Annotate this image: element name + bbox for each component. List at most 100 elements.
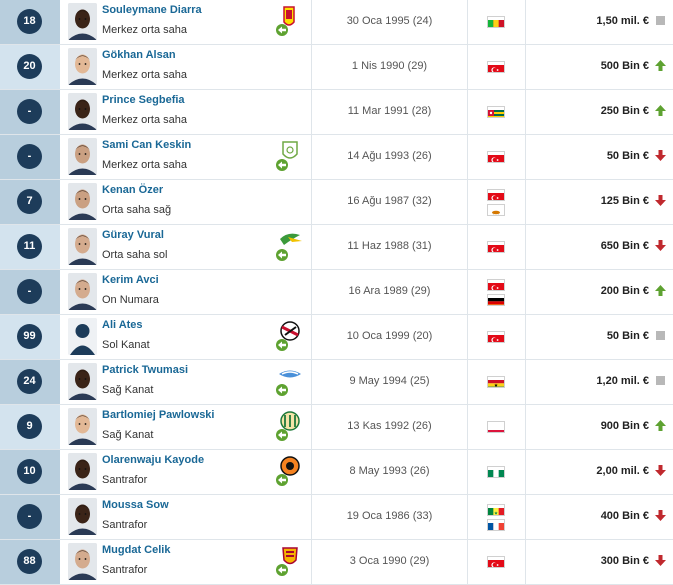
player-name-link[interactable]: Güray Vural: [102, 229, 164, 241]
player-name-link[interactable]: Ali Ates: [102, 319, 143, 331]
ghana-flag-icon: [487, 376, 505, 388]
player-name-link[interactable]: Sami Can Keskin: [102, 139, 192, 151]
nationality-flags: [487, 90, 505, 134]
previous-club-icon[interactable]: [274, 409, 304, 445]
player-name-link[interactable]: Kerim Avci: [102, 274, 159, 286]
nationality-flags: [487, 450, 505, 494]
shirt-number-cell: -: [0, 270, 60, 314]
player-photo[interactable]: [68, 228, 97, 265]
transfer-in-icon: [276, 429, 288, 441]
column-divider: [311, 270, 312, 314]
birth-date: 14 Ağu 1993 (26): [347, 150, 432, 162]
player-photo[interactable]: [68, 408, 97, 445]
nationality-flags: [487, 315, 505, 359]
player-name-link[interactable]: Gökhan Alsan: [102, 49, 176, 61]
column-divider: [311, 225, 312, 269]
player-row: - Prince Segbefia Merkez orta saha 11 Mar 1…: [0, 90, 673, 135]
turkey-flag-icon: [487, 279, 505, 291]
nationality-flags: [487, 495, 505, 539]
player-photo[interactable]: [68, 543, 97, 580]
player-name-link[interactable]: Prince Segbefia: [102, 94, 185, 106]
player-name-link[interactable]: Olarenwaju Kayode: [102, 454, 205, 466]
market-value-link[interactable]: 50 Bin €: [606, 150, 649, 162]
column-divider: [311, 315, 312, 359]
previous-club-icon[interactable]: [274, 4, 304, 40]
column-divider: [525, 90, 526, 134]
market-value-link[interactable]: 2,00 mil. €: [596, 465, 649, 477]
birth-date: 8 May 1993 (26): [349, 465, 430, 477]
player-row: 18 Souleymane Diarra Merkez orta saha 30 Oc…: [0, 0, 673, 45]
player-photo[interactable]: [68, 273, 97, 310]
senegal-flag-icon: [487, 504, 505, 516]
trend-same-icon: [654, 329, 667, 342]
player-photo[interactable]: [68, 3, 97, 40]
player-position: Merkez orta saha: [102, 69, 187, 81]
market-value-link[interactable]: 50 Bin €: [606, 330, 649, 342]
column-divider: [467, 225, 468, 269]
birth-date: 1 Nis 1990 (29): [351, 60, 428, 72]
shirt-number-cell: 20: [0, 45, 60, 89]
market-value-link[interactable]: 300 Bin €: [600, 555, 649, 567]
player-row: - Moussa Sow Santrafor 19 Oca 1986 (33) 400 …: [0, 495, 673, 540]
column-divider: [467, 405, 468, 449]
birth-date: 19 Oca 1986 (33): [346, 510, 433, 522]
player-name-link[interactable]: Mugdat Celik: [102, 544, 171, 556]
player-photo[interactable]: [68, 453, 97, 490]
player-photo[interactable]: [68, 318, 97, 355]
player-row: 20 Gökhan Alsan Merkez orta saha 1 Nis 1990…: [0, 45, 673, 90]
player-photo[interactable]: [68, 93, 97, 130]
player-photo[interactable]: [68, 183, 97, 220]
shirt-number-cell: -: [0, 495, 60, 539]
poland-flag-icon: [487, 421, 505, 433]
nigeria-flag-icon: [487, 466, 505, 478]
market-value-link[interactable]: 250 Bin €: [600, 105, 649, 117]
player-row: 10 Olarenwaju Kayode Santrafor 8 May 1993 (…: [0, 450, 673, 495]
togo-flag-icon: [487, 106, 505, 118]
market-value-link[interactable]: 125 Bin €: [600, 195, 649, 207]
column-divider: [525, 315, 526, 359]
player-name-link[interactable]: Moussa Sow: [102, 499, 169, 511]
column-divider: [311, 0, 312, 44]
player-photo[interactable]: [68, 138, 97, 175]
nationality-flags: [487, 45, 505, 89]
player-photo[interactable]: [68, 48, 97, 85]
shirt-number-badge: -: [17, 504, 42, 529]
previous-club-icon[interactable]: [274, 319, 304, 355]
player-name-link[interactable]: Souleymane Diarra: [102, 4, 202, 16]
market-value-link[interactable]: 400 Bin €: [600, 510, 649, 522]
shirt-number-cell: 99: [0, 315, 60, 359]
previous-club-icon[interactable]: [274, 544, 304, 580]
transfer-in-icon: [276, 474, 288, 486]
player-name-link[interactable]: Kenan Özer: [102, 184, 164, 196]
previous-club-icon[interactable]: [274, 229, 304, 265]
market-value-link[interactable]: 1,50 mil. €: [596, 15, 649, 27]
column-divider: [311, 405, 312, 449]
player-name-link[interactable]: Patrick Twumasi: [102, 364, 188, 376]
market-value-link[interactable]: 650 Bin €: [600, 240, 649, 252]
market-value-link[interactable]: 1,20 mil. €: [596, 375, 649, 387]
previous-club-icon[interactable]: [274, 364, 304, 400]
player-photo[interactable]: [68, 363, 97, 400]
previous-club-icon[interactable]: [274, 454, 304, 490]
germany-flag-icon: [487, 294, 505, 306]
shirt-number-cell: 24: [0, 360, 60, 404]
nationality-flags: [487, 405, 505, 449]
trend-down-icon: [654, 464, 667, 477]
transfer-in-icon: [276, 159, 288, 171]
player-name-link[interactable]: Bartlomiej Pawlowski: [102, 409, 215, 421]
player-row: 88 Mugdat Celik Santrafor 3 Oca 1990 (29) 30…: [0, 540, 673, 585]
player-photo[interactable]: [68, 498, 97, 535]
nationality-flags: [487, 0, 505, 44]
market-value-link[interactable]: 500 Bin €: [600, 60, 649, 72]
market-value-link[interactable]: 200 Bin €: [600, 285, 649, 297]
birth-date: 30 Oca 1995 (24): [346, 15, 433, 27]
column-divider: [467, 360, 468, 404]
shirt-number-badge: 88: [17, 549, 42, 574]
market-value-link[interactable]: 900 Bin €: [600, 420, 649, 432]
column-divider: [311, 540, 312, 584]
previous-club-icon[interactable]: [274, 139, 304, 175]
shirt-number-badge: -: [17, 144, 42, 169]
france-flag-icon: [487, 519, 505, 531]
trend-same-icon: [654, 374, 667, 387]
